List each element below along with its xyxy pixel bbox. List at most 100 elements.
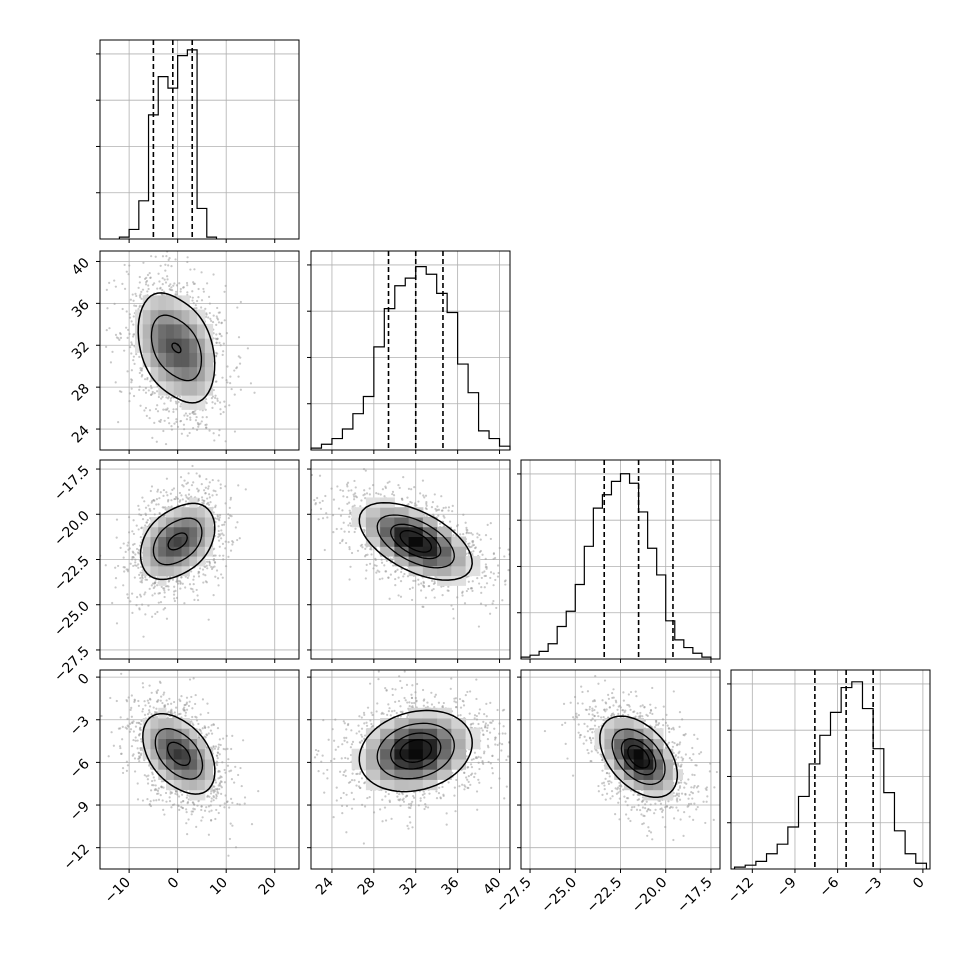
scatter-point <box>241 785 243 787</box>
scatter-point <box>381 577 383 579</box>
scatter-point <box>349 548 351 550</box>
scatter-point <box>234 394 236 396</box>
scatter-point <box>220 529 222 531</box>
scatter-point <box>377 678 379 680</box>
scatter-point <box>148 702 150 704</box>
scatter-point <box>176 597 178 599</box>
scatter-point <box>162 495 164 497</box>
scatter-point <box>133 395 135 397</box>
scatter-point <box>320 508 322 510</box>
scatter-point <box>127 273 129 275</box>
scatter-point <box>200 306 202 308</box>
scatter-point <box>205 478 207 480</box>
scatter-point <box>127 725 129 727</box>
scatter-point <box>371 714 373 716</box>
scatter-point <box>218 746 220 748</box>
density-panel <box>96 457 299 663</box>
scatter-point <box>344 722 346 724</box>
scatter-point <box>196 589 198 591</box>
scatter-point <box>127 337 129 339</box>
scatter-point <box>217 777 219 779</box>
scatter-point <box>129 313 131 315</box>
scatter-point <box>145 392 147 394</box>
scatter-point <box>482 734 484 736</box>
scatter-point <box>222 555 224 557</box>
scatter-point <box>324 495 326 497</box>
scatter-point <box>352 741 354 743</box>
scatter-point <box>144 576 146 578</box>
scatter-point <box>175 580 177 582</box>
scatter-point <box>212 566 214 568</box>
scatter-point <box>147 700 149 702</box>
density-cell <box>166 367 174 382</box>
scatter-point <box>113 745 115 747</box>
scatter-point <box>116 622 118 624</box>
scatter-point <box>463 784 465 786</box>
scatter-point <box>456 596 458 598</box>
scatter-point <box>139 608 141 610</box>
scatter-point <box>153 422 155 424</box>
scatter-point <box>502 732 504 734</box>
scatter-point <box>231 825 233 827</box>
scatter-point <box>139 405 141 407</box>
scatter-point <box>365 577 367 579</box>
scatter-point <box>398 577 400 579</box>
scatter-point <box>372 567 374 569</box>
scatter-point <box>405 699 407 701</box>
scatter-point <box>196 300 198 302</box>
density-cell <box>143 546 151 556</box>
scatter-point <box>484 724 486 726</box>
scatter-point <box>171 428 173 430</box>
scatter-point <box>211 724 213 726</box>
scatter-point <box>144 591 146 593</box>
scatter-point <box>126 241 128 243</box>
scatter-point <box>116 336 118 338</box>
scatter-point <box>218 525 220 527</box>
scatter-point <box>193 302 195 304</box>
scatter-point <box>186 833 188 835</box>
density-cell <box>189 324 197 339</box>
scatter-point <box>156 611 158 613</box>
panel-content <box>99 457 299 659</box>
scatter-point <box>398 799 400 801</box>
scatter-point <box>182 800 184 802</box>
density-cell <box>205 352 213 367</box>
scatter-point <box>135 736 137 738</box>
scatter-point <box>228 517 230 519</box>
scatter-point <box>156 584 158 586</box>
density-cell <box>166 546 174 556</box>
scatter-point <box>194 716 196 718</box>
density-cell <box>189 352 197 367</box>
scatter-point <box>193 575 195 577</box>
scatter-point <box>361 546 363 548</box>
scatter-point <box>226 365 228 367</box>
scatter-point <box>197 723 199 725</box>
scatter-point <box>506 786 508 788</box>
scatter-point <box>409 816 411 818</box>
scatter-point <box>412 795 414 797</box>
scatter-point <box>160 419 162 421</box>
scatter-point <box>326 777 328 779</box>
scatter-point <box>166 618 168 620</box>
scatter-point <box>478 534 480 536</box>
scatter-point <box>137 722 139 724</box>
scatter-point <box>173 423 175 425</box>
scatter-point <box>140 291 142 293</box>
scatter-point <box>202 698 204 700</box>
scatter-point <box>185 412 187 414</box>
scatter-point <box>375 559 377 561</box>
scatter-point <box>178 809 180 811</box>
scatter-point <box>140 298 142 300</box>
scatter-point <box>154 392 156 394</box>
scatter-point <box>436 505 438 507</box>
scatter-point <box>471 590 473 592</box>
scatter-point <box>175 496 177 498</box>
scatter-point <box>477 779 479 781</box>
scatter-point <box>172 804 174 806</box>
scatter-point <box>498 722 500 724</box>
scatter-point <box>182 498 184 500</box>
scatter-point <box>345 542 347 544</box>
scatter-point <box>359 787 361 789</box>
scatter-point <box>198 571 200 573</box>
scatter-point <box>154 716 156 718</box>
